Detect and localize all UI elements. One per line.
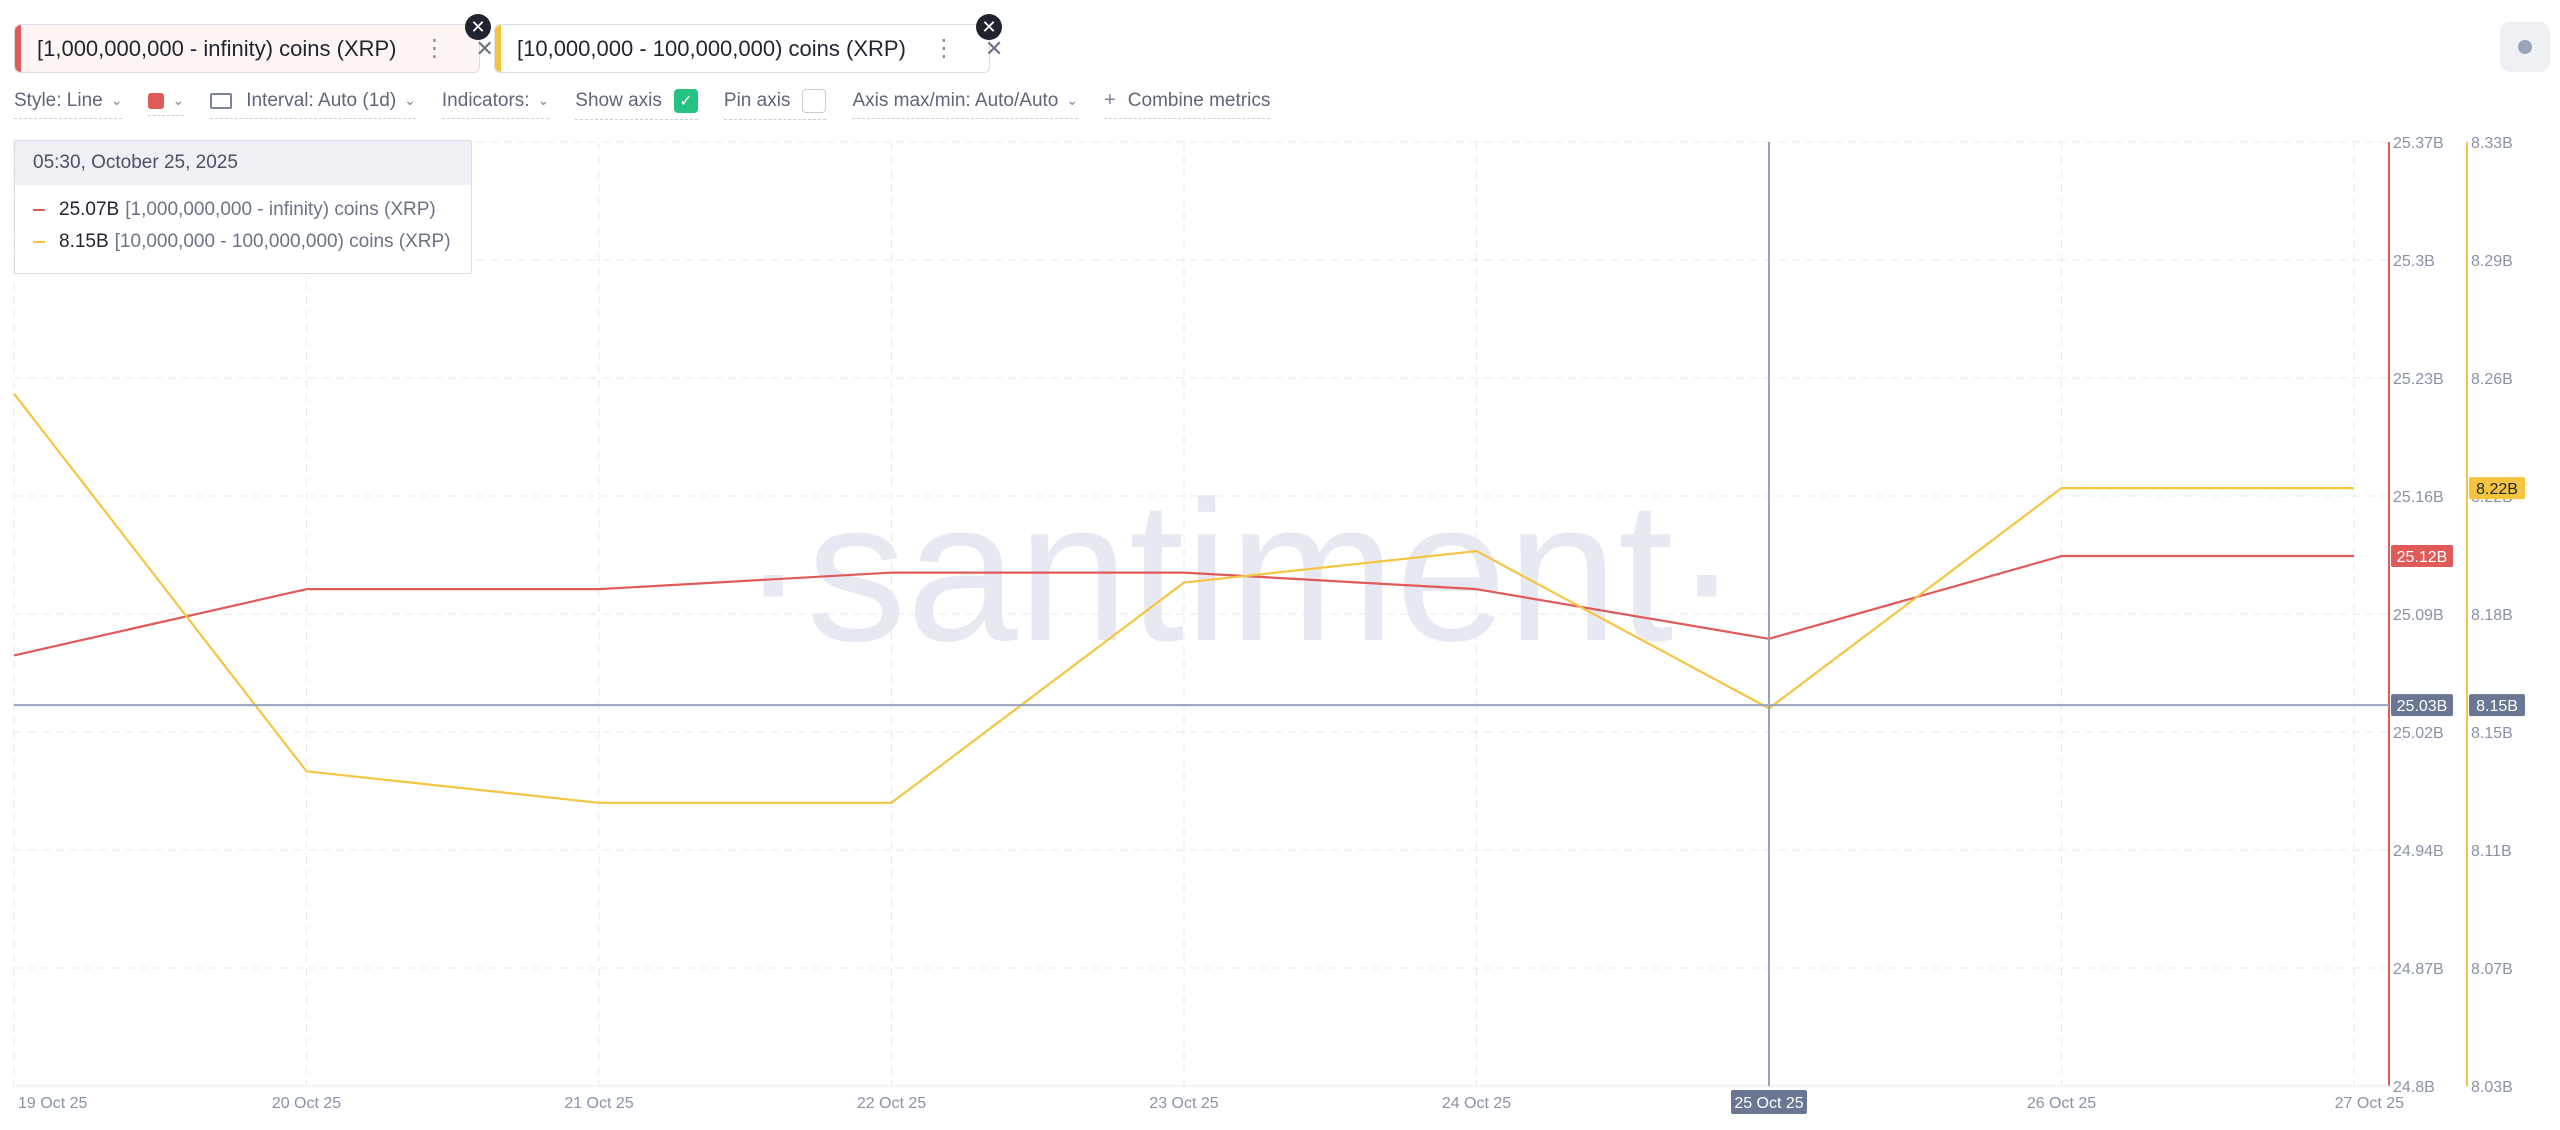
left-axis-tick-label: 25.37B	[2393, 135, 2444, 152]
chevron-down-icon: ⌄	[172, 92, 185, 108]
last-value-right-bg	[2469, 477, 2525, 500]
series-line-2	[13, 393, 2354, 804]
remove-metric-icon[interactable]: ✕	[475, 35, 494, 61]
interval-dropdown[interactable]: Interval: Auto (1d) ⌄	[210, 90, 416, 119]
tooltip-row: 25.07B [1,000,000,000 - infinity) coins …	[15, 199, 471, 221]
last-value-right: 8.22B	[2476, 481, 2518, 498]
left-axis-tick-label: 24.8B	[2393, 1079, 2435, 1096]
right-axis-ticks: 8.33B8.29B8.26B8.22B8.18B8.15B8.11B8.07B…	[2471, 135, 2513, 1096]
x-tick-label: 24 Oct 25	[1442, 1095, 1511, 1112]
right-axis-tick-label: 8.03B	[2471, 1079, 2513, 1096]
axis-maxmin-dropdown[interactable]: Axis max/min: Auto/Auto ⌄	[852, 89, 1079, 119]
right-axis-tick-label: 8.11B	[2471, 843, 2512, 860]
combine-metrics-label: Combine metrics	[1127, 89, 1271, 111]
left-axis-tick-label: 24.87B	[2393, 961, 2444, 978]
metric-color-accent	[495, 25, 501, 72]
last-value-left: 25.12B	[2397, 549, 2448, 566]
x-tick-label: 25 Oct 25	[1734, 1095, 1803, 1112]
series-color-dash	[33, 241, 45, 243]
crosshair-right-value-bg	[2469, 694, 2525, 717]
remove-metric-icon[interactable]: ✕	[984, 35, 1004, 61]
right-axis-tick-label: 8.33B	[2471, 135, 2513, 152]
metric-color-accent	[15, 25, 21, 72]
color-swatch	[148, 92, 165, 109]
interval-label: Interval: Auto (1d)	[246, 89, 397, 111]
pin-axis-checkbox[interactable]	[802, 88, 827, 113]
show-axis-checkbox[interactable]: ✓	[673, 88, 698, 113]
x-tick-label: 21 Oct 25	[564, 1095, 633, 1112]
close-tab-icon[interactable]: ✕	[465, 14, 491, 40]
pin-axis-label: Pin axis	[723, 89, 791, 111]
close-tab-icon[interactable]: ✕	[976, 14, 1002, 40]
dot-icon	[2518, 40, 2532, 54]
right-axis-tick-label: 8.07B	[2471, 961, 2513, 978]
more-options-icon[interactable]: ⋮	[931, 35, 956, 62]
chart-toolbar: Style: Line ⌄ ⌄ Interval: Auto (1d) ⌄ Indi…	[14, 88, 1296, 120]
chevron-down-icon: ⌄	[110, 92, 123, 108]
style-label: Style: Line	[14, 89, 103, 111]
metric-tab-label: [10,000,000 - 100,000,000) coins (XRP)	[517, 35, 906, 61]
chevron-down-icon: ⌄	[1066, 92, 1079, 108]
combine-metrics-button[interactable]: + Combine metrics	[1104, 89, 1271, 119]
x-tick-label: 23 Oct 25	[1149, 1095, 1218, 1112]
indicators-dropdown[interactable]: Indicators: ⌄	[441, 89, 550, 119]
x-tick-label: 22 Oct 25	[857, 1095, 926, 1112]
santiment-watermark: ·santiment·	[740, 460, 1740, 683]
metric-tab-whales[interactable]: [1,000,000,000 - infinity) coins (XRP) ⋮…	[14, 24, 494, 73]
x-tick-label: 26 Oct 25	[2027, 1095, 2096, 1112]
right-axis-tick-label: 8.26B	[2471, 371, 2513, 388]
left-axis-tick-label: 25.16B	[2393, 489, 2444, 506]
x-tick-label: 27 Oct 25	[2335, 1095, 2404, 1112]
metric-tab-mid-holders[interactable]: [10,000,000 - 100,000,000) coins (XRP) ⋮…	[494, 24, 1003, 73]
right-axis-tick-label: 8.18B	[2471, 607, 2513, 624]
x-axis-ticks: 19 Oct 25 20 Oct 25 21 Oct 25 22 Oct 25 23 O…	[18, 1090, 2404, 1114]
left-axis-ticks: 25.37B 25.3B 25.23B 25.16B 25.09B 25.02B 24.94…	[2393, 135, 2444, 1096]
left-axis-tick-label: 25.3B	[2393, 253, 2435, 270]
tooltip-value: 8.15B	[59, 231, 109, 252]
left-axis-tick-label: 25.23B	[2393, 371, 2444, 388]
crosshair-overlay: 25.03B 8.15B 25.12B 8.22B	[14, 142, 2525, 1086]
calendar-icon	[210, 92, 233, 109]
pin-axis-toggle[interactable]: Pin axis	[723, 88, 827, 120]
show-axis-label: Show axis	[575, 89, 662, 111]
chevron-down-icon: ⌄	[537, 92, 550, 108]
left-axis-tick-label: 24.94B	[2393, 843, 2444, 860]
style-dropdown[interactable]: Style: Line ⌄	[14, 89, 123, 119]
axis-maxmin-label: Axis max/min: Auto/Auto	[852, 89, 1059, 111]
plus-icon: +	[1104, 89, 1116, 111]
crosshair-left-value-bg	[2391, 694, 2453, 717]
more-options-icon[interactable]: ⋮	[422, 35, 447, 62]
indicators-label: Indicators:	[441, 89, 530, 111]
tooltip-series-name: [1,000,000,000 - infinity) coins (XRP)	[125, 199, 436, 220]
series-lines	[13, 393, 2354, 804]
tooltip-value: 25.07B	[59, 199, 120, 220]
right-axis-tick-label: 8.15B	[2471, 725, 2513, 742]
color-picker[interactable]: ⌄	[148, 92, 185, 116]
tooltip-series-name: [10,000,000 - 100,000,000) coins (XRP)	[114, 231, 451, 252]
crosshair-right-value: 8.15B	[2476, 698, 2518, 715]
series-color-dash	[33, 209, 45, 211]
chevron-down-icon: ⌄	[404, 92, 416, 108]
x-tick-label: 19 Oct 25	[18, 1095, 87, 1112]
chart-settings-button[interactable]	[2500, 22, 2550, 72]
left-axis-tick-label: 25.09B	[2393, 607, 2444, 624]
hover-tooltip: 05:30, October 25, 2025 25.07B [1,000,00…	[14, 140, 472, 274]
right-axis-tick-label: 8.29B	[2471, 253, 2513, 270]
show-axis-toggle[interactable]: Show axis ✓	[575, 88, 698, 120]
last-value-left-bg	[2391, 545, 2453, 568]
left-axis-tick-label: 25.02B	[2393, 725, 2444, 742]
crosshair-left-value: 25.03B	[2397, 698, 2448, 715]
x-tick-label: 20 Oct 25	[272, 1095, 341, 1112]
series-line-1	[13, 554, 2354, 657]
metric-tab-label: [1,000,000,000 - infinity) coins (XRP)	[37, 35, 397, 61]
crosshair-x-badge	[1731, 1090, 1807, 1114]
tooltip-date: 05:30, October 25, 2025	[15, 141, 471, 185]
tooltip-row: 8.15B [10,000,000 - 100,000,000) coins (…	[15, 231, 471, 253]
